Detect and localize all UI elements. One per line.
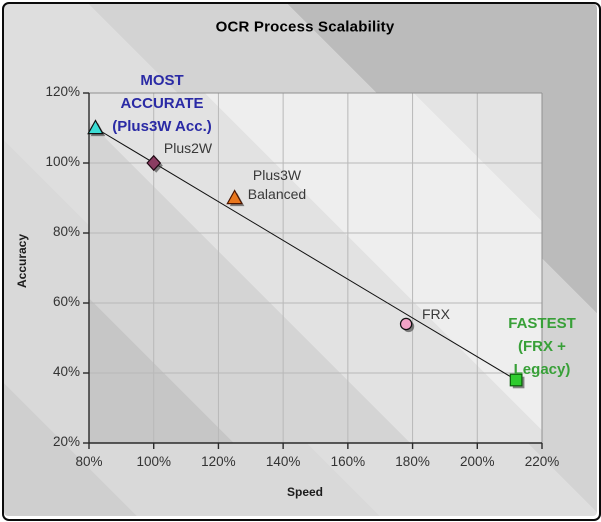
- marker-plus3w-acc-: [87, 119, 104, 135]
- annotation-line: FRX: [422, 306, 450, 322]
- plot-area: [89, 93, 542, 443]
- x-tick-label: 160%: [330, 454, 366, 469]
- annotation-plus3w-balanced: Plus3W Balanced: [248, 166, 306, 204]
- annotation-fastest: FASTEST (FRX + Legacy): [508, 312, 576, 381]
- y-tick-label: 40%: [52, 364, 80, 379]
- x-tick-label: 80%: [75, 454, 103, 469]
- y-tick-label: 80%: [52, 224, 80, 239]
- y-tick-label: 100%: [45, 154, 80, 169]
- x-tick-label: 180%: [395, 454, 430, 469]
- marker-plus2w: [146, 154, 162, 172]
- x-tick-label: 200%: [460, 454, 495, 469]
- x-tick-label: 220%: [524, 454, 560, 469]
- y-tick-label: 60%: [52, 294, 80, 309]
- annotation-line: MOST: [140, 72, 184, 89]
- annotation-line: (Plus3W Acc.): [112, 118, 212, 135]
- marker-frx-legacy: [509, 373, 523, 387]
- y-axis-title: Accuracy: [15, 233, 29, 289]
- chart-title: OCR Process Scalability: [215, 18, 395, 36]
- annotation-line: (FRX +: [518, 338, 566, 355]
- annotation-line: Plus2W: [163, 140, 213, 156]
- marker-plus3w-balanced: [226, 189, 243, 205]
- trend-line: [95, 127, 517, 381]
- annotation-most-accurate: MOST ACCURATE (Plus3W Acc.): [112, 69, 211, 138]
- annotation-plus2w: Plus2W: [164, 139, 212, 158]
- x-tick-label: 120%: [201, 454, 236, 469]
- annotation-line: Legacy): [513, 361, 571, 378]
- annotation-line: Balanced: [247, 186, 307, 202]
- annotation-line: ACCURATE: [120, 95, 204, 112]
- annotation-line: Plus3W: [252, 167, 302, 183]
- x-tick-label: 140%: [265, 454, 301, 469]
- y-tick-label: 120%: [45, 84, 80, 99]
- x-axis-title: Speed: [286, 485, 324, 499]
- x-tick-label: 100%: [136, 454, 171, 469]
- marker-frx: [399, 317, 413, 331]
- annotation-line: FASTEST: [508, 315, 576, 332]
- annotation-frx: FRX: [422, 305, 450, 324]
- y-tick-label: 20%: [52, 434, 80, 449]
